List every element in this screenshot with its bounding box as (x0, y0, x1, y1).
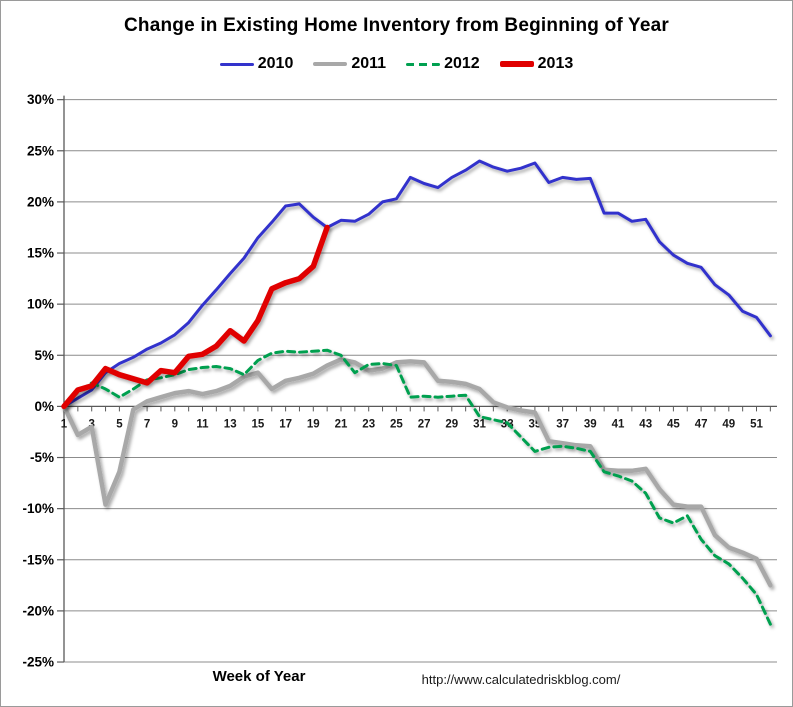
y-tick-label: -15% (22, 552, 54, 567)
x-tick-label: 45 (667, 418, 680, 430)
y-tick-label: -10% (22, 501, 54, 516)
x-tick-label: 51 (750, 418, 763, 430)
legend-label-2013: 2013 (537, 55, 574, 72)
x-tick-label: 19 (307, 418, 320, 430)
legend: 2010 2011 2012 2013 (1, 55, 792, 73)
x-tick-label: 31 (473, 418, 486, 430)
legend-item-2011: 2011 (313, 55, 386, 73)
x-tick-label: 29 (445, 418, 458, 430)
x-tick-label: 11 (196, 418, 209, 430)
x-tick-label: 1 (61, 418, 68, 430)
x-tick-label: 5 (116, 418, 123, 430)
x-axis-title: Week of Year (212, 668, 306, 685)
legend-item-2013: 2013 (499, 55, 574, 73)
source-url: http://www.calculatedriskblog.com/ (421, 672, 621, 687)
legend-line-swatch-2011 (313, 61, 348, 67)
x-tick-label: 41 (612, 418, 625, 430)
x-tick-label: 27 (418, 418, 431, 430)
y-tick-label: 0% (34, 399, 54, 414)
legend-label-2012: 2012 (444, 55, 480, 72)
x-tick-label: 43 (639, 418, 652, 430)
legend-item-2010: 2010 (219, 55, 294, 73)
x-tick-label: 7 (144, 418, 150, 430)
x-tick-label: 13 (224, 418, 237, 430)
series-line-2011 (61, 357, 773, 588)
x-tick-label: 17 (279, 418, 292, 430)
y-tick-label: 25% (27, 143, 54, 158)
series-line-2013 (61, 224, 330, 410)
x-tick-label: 3 (88, 418, 94, 430)
y-tick-label: 20% (27, 194, 54, 209)
x-tick-label: 37 (556, 418, 569, 430)
x-tick-label: 39 (584, 418, 597, 430)
x-tick-label: 21 (335, 418, 348, 430)
legend-label-2011: 2011 (351, 55, 387, 72)
y-tick-label: 10% (27, 297, 54, 312)
x-tick-label: 49 (722, 418, 735, 430)
x-tick-label: 15 (252, 418, 265, 430)
x-tick-label: 47 (695, 418, 708, 430)
y-tick-label: 5% (34, 348, 54, 363)
y-tick-label: 15% (27, 246, 54, 261)
chart-title: Change in Existing Home Inventory from B… (123, 15, 670, 36)
series-line-2010 (62, 159, 772, 408)
legend-line-swatch-2012 (406, 62, 441, 66)
legend-line-swatch-2013 (499, 61, 534, 67)
y-tick-label: -20% (22, 603, 54, 618)
legend-label-2010: 2010 (257, 55, 294, 72)
x-tick-label: 23 (362, 418, 375, 430)
x-tick-label: 25 (390, 418, 403, 430)
x-tick-label: 9 (172, 418, 178, 430)
y-tick-label: -5% (30, 450, 54, 465)
series-line-2012 (62, 348, 772, 626)
legend-item-2012: 2012 (406, 55, 480, 73)
y-tick-label: 30% (27, 92, 54, 107)
y-tick-label: -25% (22, 655, 54, 670)
legend-line-swatch-2010 (219, 62, 254, 66)
